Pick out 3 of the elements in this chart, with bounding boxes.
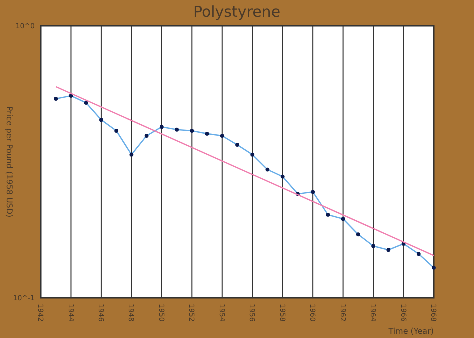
y-axis-title: Price per Pound (1958 USD) xyxy=(5,106,14,218)
x-axis-title: Time (Year) xyxy=(388,327,434,336)
chart-title: Polystyrene xyxy=(193,3,281,21)
